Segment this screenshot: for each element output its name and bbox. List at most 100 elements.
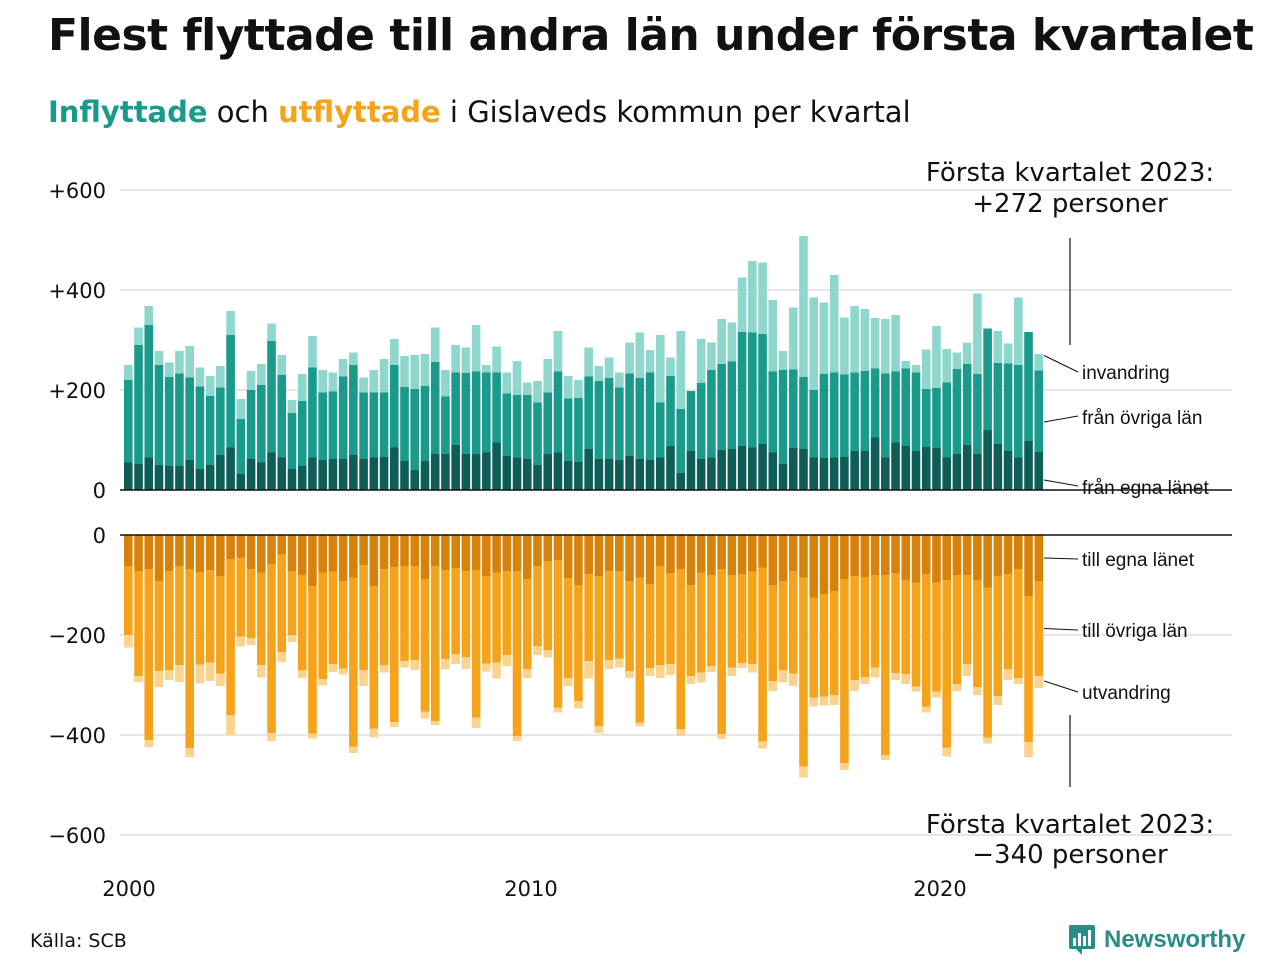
bar-out-emigration bbox=[615, 658, 624, 668]
bar-in-own bbox=[389, 447, 399, 490]
bar-out-other bbox=[758, 567, 767, 742]
bar-out-emigration bbox=[195, 664, 205, 684]
bar-in-immigration bbox=[758, 262, 767, 334]
bar-out-other bbox=[308, 586, 317, 734]
bar-in-immigration bbox=[1034, 354, 1044, 371]
bar-out-emigration bbox=[604, 660, 614, 669]
bar-in-immigration bbox=[891, 315, 900, 372]
bar-in-own bbox=[338, 459, 348, 490]
bar-in-other bbox=[349, 365, 358, 455]
bar-in-immigration bbox=[216, 366, 225, 388]
bar-out-other bbox=[533, 566, 542, 646]
bar-out-emigration bbox=[850, 680, 859, 691]
bar-in-own bbox=[962, 445, 972, 490]
bar-out-other bbox=[492, 572, 501, 663]
bar-in-own bbox=[492, 442, 501, 490]
x-tick-label: 2010 bbox=[504, 877, 557, 901]
bar-out-emigration bbox=[400, 661, 409, 668]
bar-out-emigration bbox=[881, 755, 890, 760]
bar-in-immigration bbox=[144, 306, 154, 325]
bar-out-own bbox=[778, 535, 788, 581]
bar-in-other bbox=[625, 373, 634, 456]
bar-out-own bbox=[993, 535, 1003, 576]
bar-out-emigration bbox=[451, 654, 460, 664]
bar-in-own bbox=[369, 457, 379, 490]
bar-in-own bbox=[328, 459, 338, 490]
bar-in-immigration bbox=[788, 307, 798, 370]
bar-out-emigration bbox=[410, 660, 420, 670]
label-leader bbox=[1043, 355, 1079, 373]
bar-out-emigration bbox=[277, 652, 287, 662]
bar-in-own bbox=[134, 464, 143, 490]
bar-out-emigration bbox=[267, 733, 276, 741]
bar-in-immigration bbox=[829, 275, 839, 373]
bar-out-emigration bbox=[512, 736, 522, 741]
bar-in-other bbox=[379, 392, 389, 457]
bar-in-immigration bbox=[676, 331, 686, 409]
bar-out-own bbox=[594, 535, 604, 576]
upper-y-tick-label: +200 bbox=[48, 379, 106, 403]
bar-in-own bbox=[686, 451, 696, 490]
bar-out-emigration bbox=[154, 671, 164, 687]
bar-in-other bbox=[850, 372, 859, 451]
bar-out-own bbox=[635, 535, 645, 578]
bar-in-other bbox=[1034, 370, 1044, 452]
bar-in-own bbox=[666, 446, 675, 490]
brand-logo: Newsworthy bbox=[1068, 924, 1245, 956]
bar-out-emigration bbox=[993, 696, 1003, 705]
bar-in-immigration bbox=[420, 354, 430, 386]
bar-in-immigration bbox=[522, 382, 532, 395]
bar-out-other bbox=[461, 571, 471, 657]
bar-out-emigration bbox=[973, 687, 982, 695]
bar-out-other bbox=[205, 570, 215, 663]
chart-subtitle: Inflyttade och utflyttade i Gislaveds ko… bbox=[48, 95, 911, 129]
bar-out-other bbox=[430, 566, 440, 721]
bar-out-own bbox=[809, 535, 819, 598]
bar-in-other bbox=[471, 371, 481, 454]
annotation-bottom-line1: Första kvartalet 2023: bbox=[926, 810, 1214, 840]
upper-y-tick-label: 0 bbox=[93, 479, 106, 503]
bar-in-immigration bbox=[1003, 343, 1013, 364]
bar-out-emigration bbox=[134, 676, 143, 682]
bar-out-emigration bbox=[543, 650, 553, 658]
bar-out-other bbox=[615, 571, 624, 659]
bar-in-immigration bbox=[359, 377, 368, 393]
bar-out-other bbox=[328, 571, 338, 664]
bar-in-own bbox=[522, 459, 532, 490]
bar-out-own bbox=[533, 535, 542, 566]
bar-out-other bbox=[1024, 596, 1033, 742]
bar-out-own bbox=[911, 535, 921, 583]
bar-out-other bbox=[891, 573, 900, 673]
bar-in-immigration bbox=[389, 339, 399, 365]
bar-out-other bbox=[338, 581, 348, 669]
bar-in-own bbox=[696, 459, 706, 490]
bar-in-immigration bbox=[553, 331, 563, 372]
bar-out-own bbox=[881, 535, 890, 575]
bar-out-other bbox=[983, 587, 992, 738]
bar-out-other bbox=[246, 569, 256, 638]
bar-out-other bbox=[553, 560, 563, 708]
bar-in-immigration bbox=[205, 376, 215, 396]
bar-in-immigration bbox=[850, 306, 859, 373]
bar-in-own bbox=[983, 430, 992, 490]
bar-out-other bbox=[1014, 569, 1023, 678]
bar-in-own bbox=[584, 449, 593, 490]
bar-out-other bbox=[778, 581, 788, 670]
bar-in-other bbox=[287, 413, 297, 469]
bar-out-other bbox=[471, 570, 481, 718]
bar-in-own bbox=[379, 457, 389, 490]
bar-in-immigration bbox=[625, 342, 634, 374]
bar-out-own bbox=[287, 535, 297, 571]
bar-out-own bbox=[267, 535, 276, 564]
bar-out-own bbox=[707, 535, 716, 575]
bar-out-emigration bbox=[338, 668, 348, 675]
bar-in-other bbox=[901, 368, 911, 446]
bar-out-own bbox=[389, 535, 399, 567]
bar-in-immigration bbox=[400, 356, 409, 387]
bar-out-emigration bbox=[942, 747, 951, 757]
bar-in-other bbox=[553, 371, 563, 453]
bar-in-immigration bbox=[840, 317, 849, 375]
bar-in-own bbox=[625, 456, 634, 490]
bar-out-own bbox=[686, 535, 696, 585]
lower-y-tick-label: −600 bbox=[48, 824, 106, 848]
